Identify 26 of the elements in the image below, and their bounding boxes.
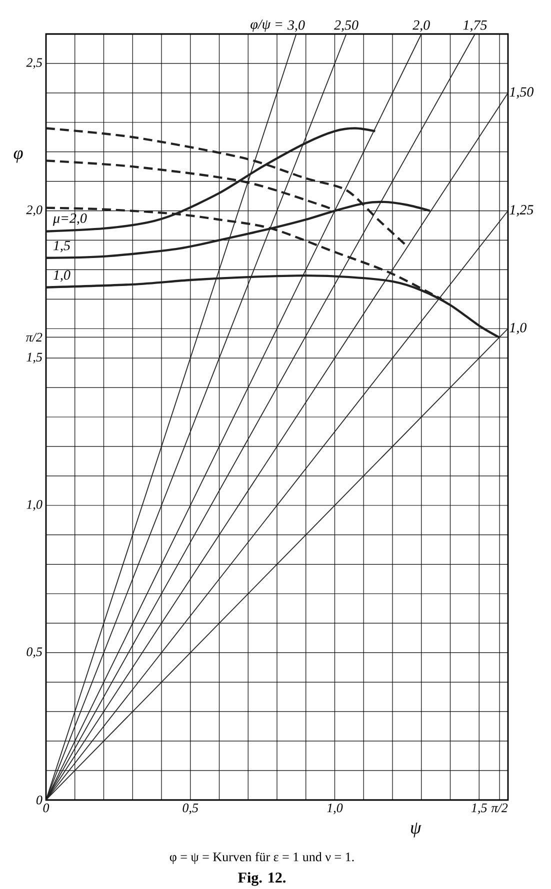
y-axis-title: φ: [14, 150, 23, 163]
caption: Fig. 12.: [238, 872, 286, 886]
y-tick-label: π/2: [26, 332, 42, 342]
legend-title: φ/ψ =: [250, 20, 282, 32]
series-label: 1,0: [510, 322, 527, 334]
series-label: 3,0: [287, 20, 305, 32]
text: φ = ψ = Kurven für ε = 1 und ν = 1.: [170, 852, 354, 864]
series-label: 1,75: [463, 20, 487, 32]
series-label: 1,0: [53, 270, 70, 282]
series-label: 2,50: [334, 20, 358, 32]
series-label: 1,5: [53, 240, 70, 252]
series-label: 1,50: [510, 87, 534, 99]
y-tick-label: 2,0: [26, 205, 42, 216]
x-tick-label: 0: [43, 804, 50, 812]
x-tick-label: π/2: [491, 804, 508, 812]
x-axis-title: ψ: [411, 822, 422, 838]
y-tick-label: 2,5: [26, 58, 42, 69]
series-label: 1,25: [510, 205, 534, 216]
y-tick-label: 0,5: [26, 647, 42, 658]
x-tick-label: 0,5: [182, 804, 198, 814]
series-label: 2,0: [412, 20, 430, 32]
y-tick-label: 0: [36, 796, 42, 804]
x-tick-label: 1,5: [471, 804, 487, 814]
y-tick-label: 1,5: [26, 352, 42, 364]
y-tick-label: 1,0: [26, 500, 42, 511]
x-tick-label: 1,0: [327, 804, 343, 814]
